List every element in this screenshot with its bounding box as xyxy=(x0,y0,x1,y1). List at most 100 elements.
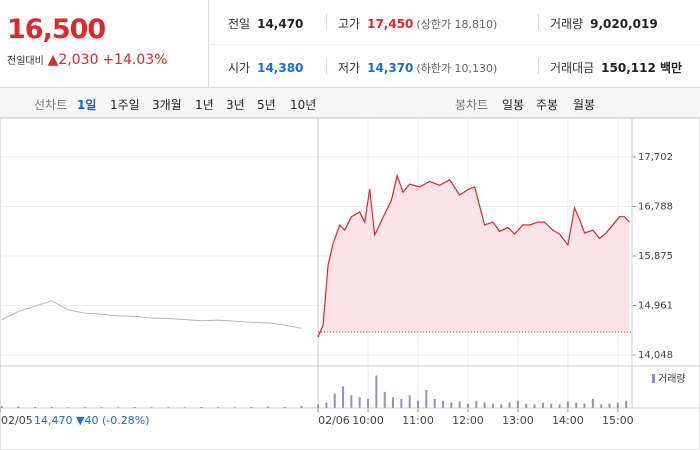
volume-bar xyxy=(583,403,586,408)
quote-row: 시가 14,380 저가 14,370 (하한가 10,130) 거래대금 150,11… xyxy=(208,44,700,88)
volume-bar xyxy=(100,407,103,408)
volume-bar xyxy=(325,402,328,408)
quote-label: 고가 xyxy=(338,17,361,31)
volume-bar xyxy=(575,402,578,408)
volume-bar xyxy=(425,390,428,408)
volume-bar xyxy=(600,404,603,408)
tab[interactable]: 일봉 xyxy=(502,98,525,112)
volume-bar xyxy=(441,400,444,408)
x-tick-label: 11:00 xyxy=(402,414,434,427)
volume-bar xyxy=(566,401,569,408)
y-tick-label: 15,875 xyxy=(638,251,673,262)
tab[interactable]: 3년 xyxy=(226,98,245,112)
volume-bar xyxy=(625,400,628,408)
quote-label: 시가 xyxy=(228,61,251,75)
tab: 봉차트 xyxy=(455,98,489,112)
quote-value: 14,380 xyxy=(257,61,304,75)
tab-bar: 선차트 1일 1주일 3개월 1년 3년 5년 10년 봉차트 일봉 주봉 월봉 xyxy=(0,88,700,118)
x-tick-label: 02/05 xyxy=(1,414,33,427)
volume-bar xyxy=(483,402,486,408)
change-rate: +14.03% xyxy=(102,52,168,68)
quote: 전일 14,470 xyxy=(228,15,303,32)
tab[interactable]: 월봉 xyxy=(573,98,596,112)
volume-bar xyxy=(133,406,136,408)
y-tick-label: 16,788 xyxy=(638,201,673,212)
volume-bar xyxy=(342,386,345,408)
tab: 선차트 xyxy=(34,98,68,112)
volume-bar xyxy=(408,395,411,408)
volume-bar xyxy=(550,403,553,408)
volume-bar xyxy=(217,407,220,408)
y-tick-label: 14,048 xyxy=(638,350,673,361)
volume-bar xyxy=(392,397,395,408)
volume-bar xyxy=(608,403,611,408)
volume-bar xyxy=(508,402,511,408)
volume-bar xyxy=(558,404,561,408)
quote-label: 전일 xyxy=(228,17,251,31)
volume-bar xyxy=(267,406,270,408)
volume-bar xyxy=(367,399,370,408)
quote-value: 9,020,019 xyxy=(590,17,658,31)
quote-value: 14,370 xyxy=(367,61,414,75)
volume-bar xyxy=(17,406,20,408)
tab[interactable]: 5년 xyxy=(257,98,276,112)
volume-bar xyxy=(591,399,594,408)
quote: 저가 14,370 (하한가 10,130) xyxy=(338,59,497,76)
quote-value: 17,450 xyxy=(367,17,414,31)
x-tick-label: 13:00 xyxy=(502,414,534,427)
volume-bar xyxy=(525,403,528,408)
price-change: 전일대비 ▲2,030 +14.03% xyxy=(7,52,167,68)
x-tick-label: 14:00 xyxy=(552,414,584,427)
volume-bar xyxy=(616,402,619,408)
separator xyxy=(326,58,327,74)
volume-bar xyxy=(417,400,420,408)
price-summary: 16,500 전일대비 ▲2,030 +14.03% xyxy=(0,0,209,87)
volume-bar xyxy=(0,406,3,408)
quote-label: 거래량 xyxy=(550,17,584,31)
separator xyxy=(538,14,539,30)
volume-bar xyxy=(450,402,453,408)
volume-bar xyxy=(375,375,378,408)
volume-bar xyxy=(150,407,153,408)
volume-bar xyxy=(50,406,53,408)
x-tick-label: 15:00 xyxy=(602,414,634,427)
tab[interactable]: 10년 xyxy=(290,98,317,112)
volume-bar xyxy=(475,400,478,408)
tab[interactable]: 3개월 xyxy=(152,98,182,112)
price-area xyxy=(318,175,630,337)
x-tick-label: 12:00 xyxy=(452,414,484,427)
volume-legend: 거래량 xyxy=(658,373,686,385)
volume-bar xyxy=(83,406,86,408)
quote-extra: (하한가 10,130) xyxy=(416,62,498,75)
x-tick-label: 10:00 xyxy=(352,414,384,427)
y-tick-label: 17,702 xyxy=(638,152,673,163)
volume-bar xyxy=(200,406,203,408)
price-line xyxy=(1,300,302,329)
volume-bar xyxy=(458,401,461,408)
change-label: 전일대비 xyxy=(7,56,44,67)
volume-bar xyxy=(117,407,120,408)
separator xyxy=(538,58,539,74)
tab[interactable]: 주봉 xyxy=(536,98,559,112)
volume-bar xyxy=(500,404,503,408)
quote: 거래량 9,020,019 xyxy=(550,15,658,32)
volume-bar xyxy=(358,397,361,408)
volume-bar xyxy=(183,407,186,408)
volume-bar xyxy=(400,399,403,408)
tab[interactable]: 1주일 xyxy=(110,98,140,112)
tab[interactable]: 1일 xyxy=(77,98,97,112)
change-amount: ▲2,030 xyxy=(47,52,99,68)
quote-row: 전일 14,470 고가 17,450 (상한가 18,810) 거래량 9,020,0… xyxy=(208,0,700,45)
tab[interactable]: 1년 xyxy=(195,98,214,112)
x-tick-label: 02/06 xyxy=(318,414,350,427)
quote: 고가 17,450 (상한가 18,810) xyxy=(338,15,497,32)
volume-bar xyxy=(350,395,353,408)
quote-value: 14,470 xyxy=(257,17,304,31)
prev-close-annotation: 14,470 ▼40 (-0.28%) xyxy=(34,414,149,427)
quote-value: 150,112 백만 xyxy=(601,61,683,75)
quote: 거래대금 150,112 백만 xyxy=(550,59,682,76)
volume-bar xyxy=(466,403,469,408)
volume-bar xyxy=(233,407,236,408)
volume-bar xyxy=(333,393,336,408)
